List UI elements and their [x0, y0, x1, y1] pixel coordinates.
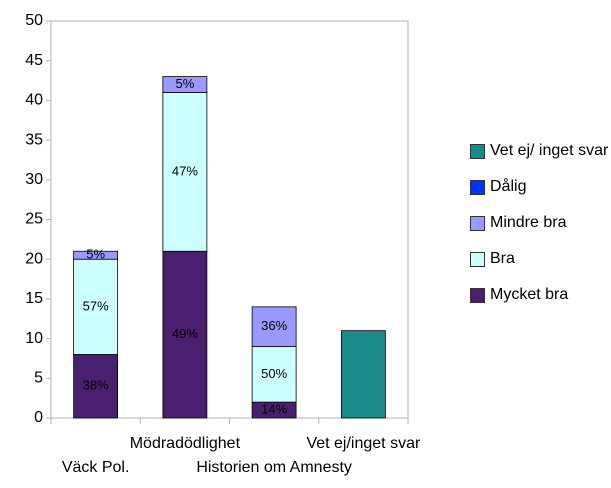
legend-swatch [470, 252, 485, 267]
legend-swatch [470, 216, 485, 231]
y-tick-label: 35 [25, 131, 43, 148]
y-tick-label: 40 [25, 92, 43, 109]
legend-label: Dålig [490, 178, 527, 195]
legend-item: Dålig [470, 174, 610, 200]
bar-segment [340, 330, 386, 419]
y-tick-label: 45 [25, 52, 43, 69]
x-tick-label: Väck Pol. [62, 459, 130, 476]
y-tick-label: 50 [25, 12, 43, 29]
y-tick-label: 20 [25, 250, 43, 267]
legend-swatch [470, 288, 485, 303]
y-tick-label: 25 [25, 211, 43, 228]
y-tick-label: 10 [25, 330, 43, 347]
legend-swatch [470, 144, 485, 159]
legend-label: Mindre bra [490, 214, 567, 231]
legend-swatch [470, 180, 485, 195]
legend-label: Bra [490, 250, 515, 267]
value-label: 50% [261, 366, 287, 381]
legend-label: Mycket bra [490, 286, 569, 303]
value-label: 49% [172, 326, 198, 341]
bar-segment [73, 354, 119, 419]
bar-segment [162, 250, 208, 419]
y-tick-label: 30 [25, 171, 43, 188]
value-label: 36% [261, 318, 287, 333]
value-label: 5% [175, 76, 194, 91]
value-label: 5% [86, 247, 105, 262]
bar-segment [251, 306, 297, 347]
value-label: 14% [261, 401, 287, 416]
x-tick-label: Vet ej/inget svar [306, 435, 421, 452]
bar-segment [162, 76, 208, 93]
y-tick-label: 0 [34, 409, 43, 426]
value-label: 57% [83, 298, 109, 313]
bar-segment [73, 250, 119, 260]
x-tick-label: Mödradödlighet [130, 435, 241, 452]
bar-segment [73, 258, 119, 355]
legend-item: Mindre bra [470, 210, 610, 236]
bar-segment [162, 92, 208, 252]
bar-segment [251, 346, 297, 403]
value-label: 47% [172, 163, 198, 178]
legend-item: Mycket bra [470, 282, 610, 308]
x-tick-label: Historien om Amnesty [196, 459, 352, 476]
legend: Vet ej/ inget svar Dålig Mindre bra Bra Myck… [470, 138, 610, 318]
y-tick-label: 5 [34, 370, 43, 387]
y-tick-label: 15 [25, 290, 43, 307]
value-label: 38% [83, 378, 109, 393]
legend-item: Bra [470, 246, 610, 272]
legend-label: Vet ej/ inget svar [490, 142, 609, 159]
legend-item: Vet ej/ inget svar [470, 138, 610, 164]
